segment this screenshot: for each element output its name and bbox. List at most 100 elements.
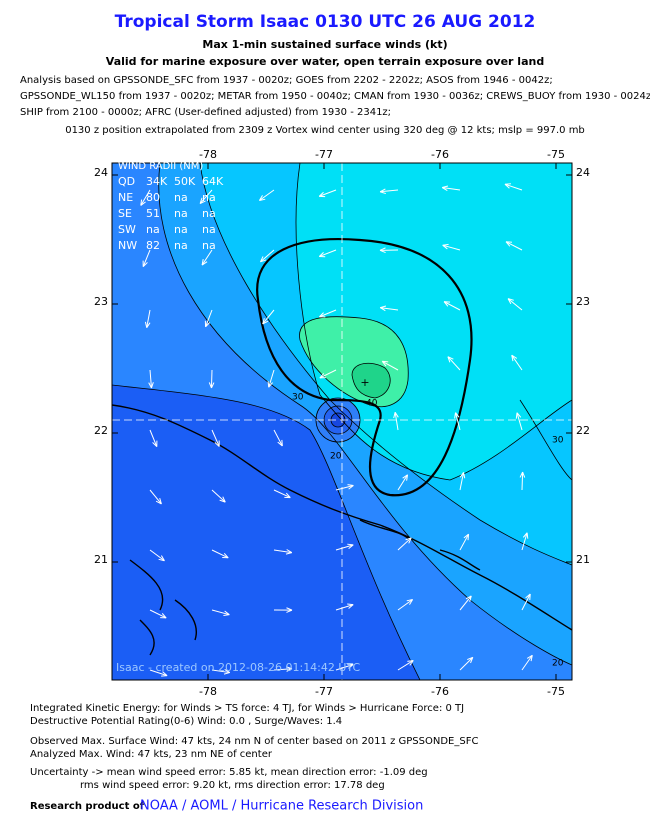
- footer-line: Analyzed Max. Wind: 47 kts, 23 nm NE of …: [30, 749, 273, 760]
- wind-arrow: [149, 669, 168, 677]
- lat-tick-label: 23: [94, 295, 108, 308]
- wind-arrow-head: [379, 188, 386, 195]
- wind-arrow: [149, 549, 165, 562]
- wind-arrow-head: [504, 183, 511, 189]
- table-cell: 82: [146, 239, 160, 252]
- contour-label: 30: [292, 393, 304, 403]
- map-frame: [111, 162, 573, 681]
- wind-arrow: [149, 609, 167, 619]
- wind-arrow: [319, 309, 337, 318]
- wind-arrow: [335, 604, 354, 611]
- table-cell: na: [202, 223, 216, 236]
- wind-arrow: [442, 244, 461, 251]
- wind-arrow-head: [214, 440, 220, 447]
- wind-arrow-head: [160, 613, 167, 619]
- wind-arrow-head: [148, 382, 154, 389]
- wind-arrow: [397, 599, 413, 611]
- wind-arrow-head: [140, 199, 146, 206]
- wind-arrow: [140, 189, 151, 206]
- wind-arrow-head: [347, 543, 354, 550]
- wind-arrow-head: [407, 659, 414, 666]
- lat-tick-label: 21: [576, 553, 590, 566]
- position-note: 0130 z position extrapolated from 2309 z…: [65, 125, 585, 136]
- lon-tick-label: -75: [547, 685, 565, 698]
- table-cell: na: [174, 191, 188, 204]
- table-cell: na: [174, 207, 188, 220]
- wind-radii-table: WIND RADII (NM) QD 34K 50K 64K NE 80 na na SE 51 n…: [118, 161, 224, 252]
- contour-label: 20: [330, 452, 342, 462]
- lon-tick-label: -78: [199, 148, 217, 161]
- wind-arrow: [142, 249, 151, 267]
- wind-arrow-head: [402, 474, 409, 481]
- wind-arrow: [397, 537, 412, 551]
- wind-arrow-head: [318, 191, 326, 198]
- wind-arrow-head: [285, 549, 293, 555]
- contour-label: 30: [552, 436, 564, 446]
- wind-arrow-head: [155, 498, 162, 505]
- subtitle: Max 1-min sustained surface winds (kt): [202, 38, 447, 51]
- wind-arrow: [521, 532, 528, 551]
- wind-arrow-head: [286, 666, 293, 672]
- wind-arrow: [273, 429, 283, 447]
- analysis-line: GPSSONDE_WL150 from 1937 - 0020z; METAR …: [20, 91, 650, 102]
- wind-arrow-head: [223, 610, 230, 616]
- wind-arrow: [335, 544, 354, 551]
- wind-arrow-head: [442, 243, 449, 250]
- wind-arrow: [504, 183, 523, 191]
- center-marker: +: [360, 376, 369, 389]
- wind-arrow: [318, 189, 337, 197]
- wind-arrow-head: [223, 669, 231, 675]
- wind-arrow: [443, 301, 461, 311]
- title: Tropical Storm Isaac 0130 UTC 26 AUG 201…: [115, 12, 536, 32]
- wind-arrow: [459, 472, 465, 491]
- wind-arrow: [319, 249, 337, 258]
- table-cell: NW: [118, 239, 137, 252]
- wind-arrow: [146, 309, 151, 328]
- wind-arrow: [382, 360, 399, 371]
- wind-arrow: [259, 189, 275, 201]
- wind-arrow-head: [406, 599, 414, 605]
- wind-arrow: [459, 595, 472, 611]
- wind-arrow-head: [204, 320, 211, 328]
- credit: Isaac - created on 2012-08-26 01:14:42 U…: [116, 661, 361, 674]
- footer-line: Integrated Kinetic Energy: for Winds > T…: [30, 703, 464, 714]
- table-cell: NE: [118, 191, 133, 204]
- wind-arrow: [273, 668, 292, 671]
- wind-arrow-head: [208, 382, 215, 389]
- wind-arrow-head: [286, 607, 293, 613]
- table-cell: 80: [146, 191, 160, 204]
- wind-arrow: [205, 309, 213, 327]
- wind-arrow: [149, 369, 152, 388]
- table-cell: na: [202, 207, 216, 220]
- wind-arrow-head: [284, 492, 291, 499]
- footer-line: Uncertainty -> mean wind speed error: 5.…: [30, 767, 428, 778]
- table-title: WIND RADII (NM): [118, 161, 203, 172]
- wind-arrow-head: [447, 356, 454, 363]
- table-header: QD: [118, 175, 135, 188]
- wind-arrow: [442, 187, 461, 191]
- wind-arrow-head: [454, 412, 460, 419]
- wind-arrow: [149, 489, 162, 505]
- org: NOAA / AOML / Hurricane Research Divisio…: [140, 799, 423, 814]
- footer-line: Observed Max. Surface Wind: 47 kts, 24 n…: [30, 736, 478, 747]
- wind-arrow: [268, 369, 275, 388]
- table-cell: na: [174, 239, 188, 252]
- wind-arrow-head: [318, 251, 326, 258]
- wind-arrow-head: [319, 373, 326, 379]
- wind-arrow-head: [526, 654, 533, 662]
- wind-arrow-head: [201, 259, 208, 266]
- wind-arrow-head: [347, 663, 354, 669]
- table-cell: SW: [118, 223, 136, 236]
- wind-arrow-head: [142, 260, 148, 268]
- wind-arrow: [380, 189, 399, 193]
- wind-arrow: [335, 485, 354, 491]
- wind-arrow: [459, 657, 474, 671]
- wind-arrow-head: [465, 595, 472, 602]
- wind-arrow-head: [515, 412, 522, 419]
- wind-arrow-head: [511, 354, 518, 362]
- wind-arrow: [335, 663, 354, 671]
- table-header: 34K: [146, 175, 168, 188]
- wind-arrow: [210, 369, 213, 389]
- wind-arrow: [211, 489, 226, 503]
- lat-tick-label: 23: [576, 295, 590, 308]
